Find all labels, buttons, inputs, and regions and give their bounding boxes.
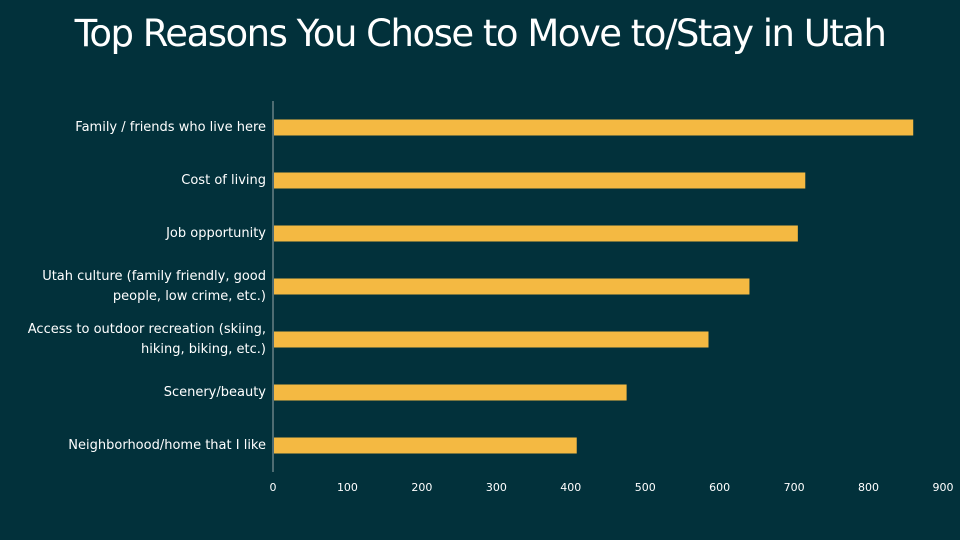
chart-title: Top Reasons You Chose to Move to/Stay in… xyxy=(74,12,887,55)
bar xyxy=(274,225,798,242)
x-tick-label: 200 xyxy=(411,481,432,494)
category-label: Cost of living xyxy=(181,172,266,188)
bar xyxy=(274,172,806,189)
x-tick-label: 500 xyxy=(635,481,656,494)
bar xyxy=(274,437,577,454)
category-label: Utah culture (family friendly, good peop… xyxy=(42,268,266,304)
category-label: Job opportunity xyxy=(166,225,266,241)
bar xyxy=(274,278,750,295)
bar xyxy=(274,119,914,136)
x-tick-label: 0 xyxy=(270,481,277,494)
x-tick-label: 400 xyxy=(560,481,581,494)
bars-group xyxy=(274,119,914,454)
x-tick-label: 100 xyxy=(337,481,358,494)
x-tick-labels: 0 100 200 300 400 500 600 700 800 900 xyxy=(270,481,954,494)
x-tick-label: 800 xyxy=(858,481,879,494)
category-label: Neighborhood/home that I like xyxy=(68,437,266,453)
x-tick-label: 300 xyxy=(486,481,507,494)
bar xyxy=(274,384,627,401)
bar xyxy=(274,331,709,348)
x-tick-label: 900 xyxy=(933,481,954,494)
category-label: Scenery/beauty xyxy=(163,384,266,400)
category-label: Family / friends who live here xyxy=(75,119,266,135)
category-label: Access to outdoor recreation (skiing, hi… xyxy=(27,321,266,357)
x-tick-label: 700 xyxy=(784,481,805,494)
x-tick-label: 600 xyxy=(709,481,730,494)
